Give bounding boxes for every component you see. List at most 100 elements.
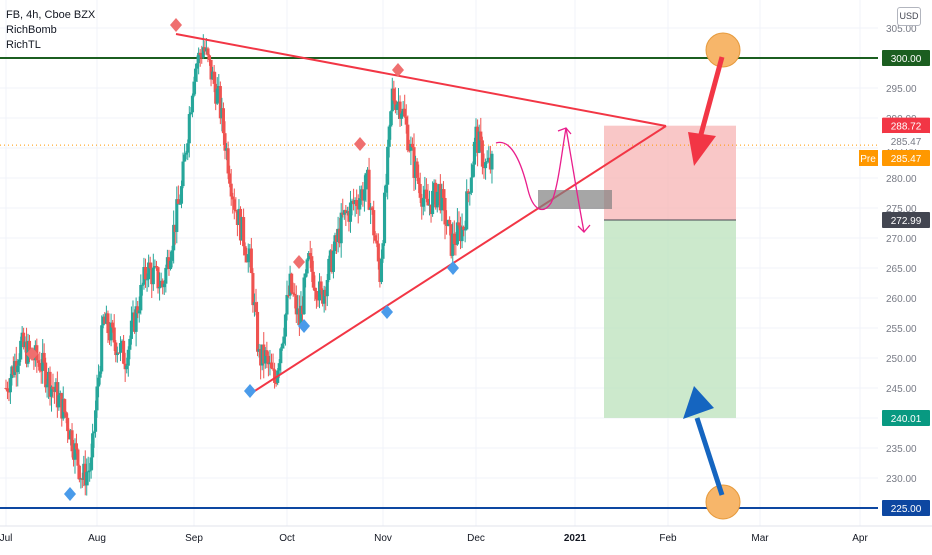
candle-body <box>159 280 163 287</box>
candle-body <box>333 235 337 252</box>
candle-body <box>48 371 52 397</box>
signal-markers <box>26 18 459 501</box>
candle-body <box>148 262 152 269</box>
candle-body <box>134 306 138 332</box>
candle-body <box>403 108 407 117</box>
candle-body <box>398 101 402 119</box>
legend-indicator-richbomb[interactable]: RichBomb <box>6 24 57 36</box>
candle-body <box>291 292 295 294</box>
candle-body <box>143 267 148 280</box>
candle-body <box>63 399 67 413</box>
candle-body <box>395 104 399 110</box>
candle-body <box>440 189 444 211</box>
circle-top <box>705 32 741 68</box>
candle-body <box>277 363 281 371</box>
currency-button[interactable]: USD <box>897 7 921 26</box>
candle-body <box>266 355 270 365</box>
candle-body <box>221 108 225 134</box>
price-tick: 305.00 <box>886 24 917 35</box>
candle-body <box>85 472 89 486</box>
candle-body <box>387 126 391 147</box>
candle-body <box>455 222 459 245</box>
price-tag-bg <box>882 150 930 166</box>
time-tick: Oct <box>279 533 295 544</box>
price-tag-label: 285.47 <box>891 137 922 148</box>
blue-arrow-head <box>683 386 714 419</box>
candle-body <box>327 258 331 281</box>
candle-body <box>114 342 118 356</box>
marker-bullish <box>298 319 310 333</box>
candle-body <box>364 173 368 190</box>
candle-body <box>251 273 255 306</box>
candle-body <box>358 198 362 210</box>
candle-body <box>339 212 343 244</box>
candle-body <box>165 257 169 268</box>
candle-body <box>45 384 49 388</box>
red-arrow-shaft <box>697 56 725 139</box>
candle-body <box>98 371 102 378</box>
candle-body <box>147 262 151 280</box>
candle-body <box>162 283 166 288</box>
price-tick: 230.00 <box>886 474 917 485</box>
candle-body <box>488 157 492 170</box>
candle-body <box>375 240 379 244</box>
candle-body <box>168 260 173 269</box>
candle-body <box>463 229 467 231</box>
price-tick: 260.00 <box>886 294 917 305</box>
candle-body <box>77 465 81 480</box>
candle-body <box>465 191 469 230</box>
candle-body <box>74 443 79 450</box>
candle-body <box>226 148 230 174</box>
candle-body <box>120 340 124 344</box>
candle-body <box>362 189 366 201</box>
candle-body <box>186 143 190 153</box>
price-tag-premarket: Pre 285.47 <box>859 150 930 166</box>
candle-body <box>218 86 222 119</box>
candle-body <box>17 359 21 366</box>
candle-body <box>302 277 306 315</box>
candle-body <box>392 88 396 101</box>
candle-body <box>158 286 162 289</box>
candle-body <box>487 157 491 162</box>
price-axis-bg <box>878 0 932 526</box>
candle-body <box>55 382 59 408</box>
candle-body <box>128 338 132 350</box>
price-tag: 300.00 <box>882 50 930 66</box>
candle-body <box>446 220 450 226</box>
candle-body <box>381 243 385 259</box>
price-tick: 295.00 <box>886 84 917 95</box>
legend-indicator-richtl[interactable]: RichTL <box>6 39 41 51</box>
candle-body <box>189 112 193 115</box>
candle-body <box>92 431 96 434</box>
time-tick: Feb <box>659 533 677 544</box>
candle-body <box>407 150 411 152</box>
candle-body <box>57 395 61 408</box>
candle-body <box>417 177 421 184</box>
candle-body <box>373 235 377 241</box>
candle-body <box>254 302 258 312</box>
price-tag-label: 300.00 <box>891 54 922 65</box>
candle-body <box>125 365 129 370</box>
candle-body <box>243 246 247 256</box>
legend-symbol[interactable]: FB, 4h, Cboe BZX <box>6 9 96 21</box>
candle-body <box>279 348 283 364</box>
price-tag-bg <box>882 500 930 516</box>
candle-body <box>423 189 427 199</box>
time-tick: Sep <box>185 533 203 544</box>
candle-body <box>223 133 227 151</box>
candle-body <box>305 259 309 274</box>
marker-bullish <box>381 305 393 319</box>
candle-body <box>451 233 455 256</box>
candle-body <box>454 243 458 245</box>
price-tag-label: 288.72 <box>891 122 922 133</box>
candle-body <box>109 322 113 341</box>
candle-body <box>123 363 127 370</box>
candle-body <box>421 198 425 207</box>
price-tag-label: 285.47 <box>891 154 922 165</box>
time-tick: Apr <box>852 533 868 544</box>
candle-body <box>183 154 187 162</box>
candle-body <box>49 386 54 397</box>
candle-body <box>64 412 68 418</box>
